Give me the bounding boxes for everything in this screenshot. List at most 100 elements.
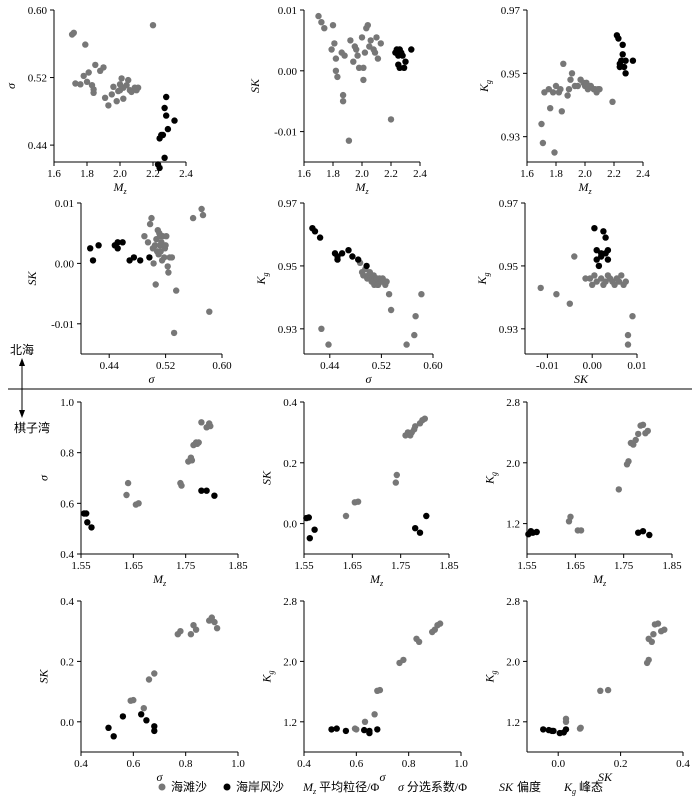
y-tick-label: 0.52 [28, 73, 47, 85]
beach-sand-point [625, 458, 632, 465]
y-tick-label: 2.0 [283, 656, 297, 668]
legend-label-dune: 海岸风沙 [236, 779, 284, 794]
dune-sand-point [95, 242, 102, 249]
dune-sand-point [629, 57, 637, 64]
y-axis-label: Kg [483, 472, 499, 485]
x-tick-label: 0.52 [372, 360, 391, 372]
beach-sand-point [213, 625, 221, 632]
beach-sand-point [101, 94, 109, 102]
x-tick-label: 1.75 [176, 560, 196, 572]
beach-sand-point [615, 486, 622, 493]
beach-sand-point [553, 291, 560, 298]
dune-sand-point [363, 262, 370, 270]
beach-sand-point [589, 281, 596, 288]
dune-sand-point [595, 262, 603, 270]
beach-sand-point [92, 61, 99, 69]
x-tick-label: 1.65 [343, 560, 363, 572]
beach-sand-point [629, 313, 636, 320]
beach-sand-point [207, 422, 214, 430]
y-tick-label: 0.8 [60, 448, 74, 460]
y-tick-label: -0.01 [274, 127, 297, 139]
beach-sand-point [552, 82, 560, 90]
y-tick-label: 0.95 [501, 68, 521, 80]
legend-sigma: σ 分选系数/Φ [398, 779, 467, 794]
dune-sand-point [146, 254, 153, 261]
y-tick-label: 0.00 [55, 258, 75, 270]
beach-sand-point [583, 79, 590, 87]
beach-sand-point [199, 211, 207, 219]
dune-sand-point [598, 250, 605, 257]
dune-sand-point [119, 713, 127, 720]
dune-sand-point [105, 724, 112, 731]
beach-sand-point [144, 239, 152, 246]
beach-sand-point [100, 64, 107, 71]
beach-sand-point [325, 341, 332, 348]
y-tick-label: 0.01 [55, 198, 74, 210]
beach-sand-point [70, 29, 78, 36]
x-tick-label: 0.01 [627, 360, 646, 372]
legend-kg: Kg 峰态 [563, 780, 603, 796]
x-axis-label: Mz [592, 572, 607, 588]
beach-sand-point [387, 116, 395, 123]
beach-sand-point [150, 260, 157, 267]
legend: 海滩沙 海岸风沙 Mz 平均粒径/Φ σ 分选系数/Φ SK 偏度 Kg 峰态 [158, 779, 603, 796]
y-axis-label: SK [25, 271, 39, 286]
x-axis-label: σ [149, 372, 156, 386]
x-tick-label: -0.01 [536, 360, 559, 372]
dune-sand-point [211, 492, 218, 499]
beach-sand-point [72, 80, 79, 87]
beach-sand-point [615, 278, 623, 285]
y-tick-label: 0.0 [283, 519, 297, 531]
beach-sand-point [108, 91, 116, 98]
dune-sand-point [333, 725, 340, 732]
beach-sand-point [332, 67, 340, 75]
dune-sand-point [163, 93, 170, 101]
dune-sand-point [412, 525, 419, 532]
x-tick-label: 1.85 [228, 560, 248, 572]
x-tick-label: 2.0 [578, 168, 592, 180]
x-tick-label: 1.6 [520, 168, 534, 180]
beach-sand-point [82, 41, 89, 48]
x-axis-label: Mz [354, 180, 369, 196]
beach-sand-point [400, 656, 407, 664]
y-tick-label: 2.8 [506, 596, 520, 608]
beach-sand-point [635, 430, 642, 438]
x-tick-label: 0.4 [74, 758, 88, 770]
dune-sand-point [130, 254, 138, 261]
beach-sand-point [371, 711, 378, 718]
y-axis-label: Kg [475, 272, 491, 285]
beach-sand-point [411, 331, 418, 339]
dune-sand-point [540, 726, 547, 733]
beach-sand-point [367, 37, 374, 44]
beach-sand-point [206, 308, 213, 315]
beach-sand-point [582, 275, 589, 282]
x-tick-label: 0.4 [676, 758, 690, 770]
dune-sand-point [646, 531, 653, 539]
beach-sand-point [648, 638, 655, 645]
beach-sand-point [198, 419, 205, 426]
dune-sand-point [619, 51, 626, 58]
region-label-south: 棋子湾 [14, 420, 50, 435]
y-axis-label: Kg [254, 272, 270, 285]
dune-sand-point [138, 711, 145, 718]
y-axis-label: SK [37, 669, 51, 684]
y-tick-label: 0.4 [60, 596, 74, 608]
beach-sand-point [353, 726, 360, 733]
y-axis-label: SK [260, 470, 274, 485]
panel-p10: 0.4 0.6 0.8 1.0 0.0 0.2 0.4 σ SK [37, 596, 246, 784]
x-tick-label: 1.85 [662, 560, 682, 572]
beach-sand-point [164, 263, 171, 270]
x-tick-label: 1.8 [549, 168, 563, 180]
x-tick-label: 1.6 [47, 168, 61, 180]
x-axis-label: σ [366, 372, 373, 386]
x-tick-label: 1.6 [297, 168, 311, 180]
beach-sand-point [547, 105, 554, 112]
beach-sand-point [650, 631, 657, 638]
y-tick-label: 0.95 [278, 261, 298, 273]
beach-sand-point [376, 686, 384, 694]
dune-sand-point [316, 234, 324, 241]
beach-sand-point [412, 423, 419, 430]
dune-sand-point [615, 35, 622, 42]
beach-sand-point [187, 631, 195, 638]
x-tick-label: 0.2 [614, 758, 628, 770]
